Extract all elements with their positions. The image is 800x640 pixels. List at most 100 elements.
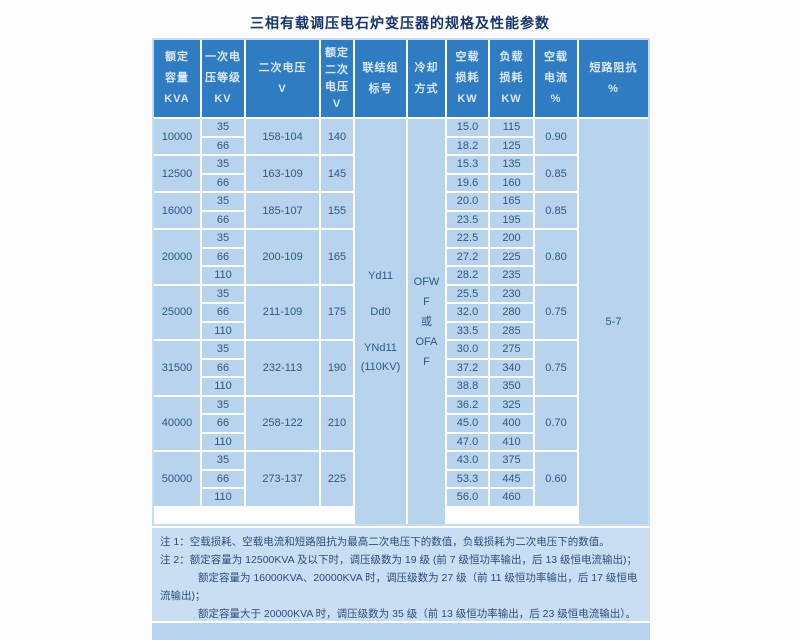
rated-voltage-cell: 190 (321, 341, 353, 395)
no-load-current-cell: 0.90 (535, 119, 577, 154)
notes-panel: 注 1：空载损耗、空载电流和短路阻抗为最高二次电压下的数值，负载损耗为二次电压下… (152, 528, 650, 640)
header-cell-2: 一次电 压等级 KV (202, 40, 244, 117)
header-line: 二次 (325, 63, 349, 76)
header-line: 方式 (414, 82, 439, 95)
load-loss-cell: 350 (490, 378, 533, 395)
secondary-voltage-cell: 258-122 (246, 396, 319, 450)
header-line: 空载 (544, 51, 568, 63)
note-line-3: 额定容量为 16000KVA、20000KVA 时，调压级数为 27 级（前 1… (198, 572, 638, 584)
load-loss-cell: 115 (490, 119, 533, 136)
rated-voltage-cell: 225 (321, 452, 353, 506)
header-cell-9: 空载 电流% (535, 40, 577, 117)
load-loss-cell: 160 (490, 174, 533, 191)
tap-cell: 66 (202, 415, 244, 432)
capacity-cell: 31500 (154, 341, 200, 395)
header-line: KW (501, 93, 522, 105)
rated-voltage-cell: 175 (321, 285, 353, 339)
no-load-current-cell: 0.75 (535, 341, 577, 395)
header-line: 损耗 (499, 72, 524, 84)
header-cell-4: 额定 二次 电压 V (321, 40, 353, 117)
no-load-loss-cell: 56.0 (447, 489, 488, 506)
secondary-voltage-cell: 211-109 (246, 285, 319, 339)
header-line: 压等级 (205, 72, 241, 84)
no-load-current-cell: 0.60 (535, 452, 577, 506)
rated-voltage-cell: 210 (321, 396, 353, 450)
load-loss-cell: 445 (490, 470, 533, 487)
tap-cell: 110 (202, 267, 244, 284)
connection-line: YNd11 (364, 341, 397, 354)
capacity-cell: 20000 (154, 230, 200, 284)
header-cell-6: 冷却 方式 (408, 40, 445, 117)
no-load-loss-cell: 23.5 (447, 211, 488, 228)
capacity-cell: 12500 (154, 156, 200, 191)
notes-bottom-strip (152, 623, 650, 640)
tap-cell: 110 (202, 322, 244, 339)
tap-cell: 35 (202, 119, 244, 136)
tap-cell: 66 (202, 248, 244, 265)
header-line: KW (457, 93, 478, 105)
no-load-loss-cell: 18.2 (447, 137, 488, 154)
spec-table: 额定 容量 KVA 一次电 压等级 KV 二次电压 V 额定 二次 电压 V 联结组 标号 冷却 方式 空载 损耗… (152, 38, 650, 526)
no-load-loss-cell: 37.2 (447, 359, 488, 376)
secondary-voltage-cell: 200-109 (246, 230, 319, 284)
load-loss-cell: 375 (490, 452, 533, 469)
rated-voltage-cell: 165 (321, 230, 353, 284)
header-cell-8: 负载损耗 KW (490, 40, 533, 117)
secondary-voltage-cell: 163-109 (246, 156, 319, 191)
tap-cell: 66 (202, 470, 244, 487)
capacity-cell: 25000 (154, 285, 200, 339)
no-load-loss-cell: 43.0 (447, 452, 488, 469)
no-load-loss-cell: 47.0 (447, 433, 488, 450)
load-loss-cell: 165 (490, 193, 533, 210)
rated-voltage-cell: 145 (321, 156, 353, 191)
note-line-4: 流输出)； (160, 590, 206, 602)
header-cell-3: 二次电压 V (246, 40, 319, 117)
cooling-line: OFA (415, 335, 438, 348)
no-load-loss-cell: 33.5 (447, 322, 488, 339)
load-loss-cell: 285 (490, 322, 533, 339)
tap-cell: 35 (202, 396, 244, 413)
header-line: V (332, 97, 342, 110)
note-line-5: 额定容量大于 20000KVA 时，调压级数为 35 级（前 13 级恒功率输出… (198, 608, 636, 620)
no-load-loss-cell: 32.0 (447, 304, 488, 321)
no-load-current-cell: 0.75 (535, 285, 577, 339)
secondary-voltage-cell: 232-113 (246, 341, 319, 395)
no-load-loss-cell: 36.2 (447, 396, 488, 413)
load-loss-cell: 410 (490, 433, 533, 450)
tap-cell: 35 (202, 193, 244, 210)
header-line: % (608, 82, 619, 95)
no-load-current-cell: 0.80 (535, 230, 577, 284)
cooling-cell: OFW F 或 OFA F (408, 119, 445, 524)
tap-cell: 66 (202, 304, 244, 321)
no-load-loss-cell: 25.5 (447, 285, 488, 302)
cooling-line: F (423, 295, 430, 308)
connection-cell: Yd11 Dd0 YNd11 (110KV) (355, 119, 406, 524)
header-cell-7: 空载 损耗 KW (447, 40, 488, 117)
load-loss-cell: 200 (490, 230, 533, 247)
header-line: 联结组 (362, 61, 399, 74)
no-load-loss-cell: 28.2 (447, 267, 488, 284)
no-load-loss-cell: 45.0 (447, 415, 488, 432)
header-line: 电流 (544, 72, 568, 84)
notes-divider (152, 621, 650, 623)
cooling-line: F (423, 355, 430, 368)
header-line: 短路阻抗 (589, 61, 638, 74)
connection-line: Dd0 (370, 305, 391, 318)
load-loss-cell: 325 (490, 396, 533, 413)
tap-cell: 110 (202, 378, 244, 395)
no-load-loss-cell: 53.3 (447, 470, 488, 487)
header-line: 负载 (499, 51, 524, 63)
header-cell-1: 额定 容量 KVA (154, 40, 200, 117)
notes-text: 注 1：空载损耗、空载电流和短路阻抗为最高二次电压下的数值，负载损耗为二次电压下… (152, 528, 650, 621)
load-loss-cell: 125 (490, 137, 533, 154)
no-load-loss-cell: 38.8 (447, 378, 488, 395)
tap-cell: 66 (202, 174, 244, 191)
no-load-loss-cell: 15.0 (447, 119, 488, 136)
secondary-voltage-cell: 273-137 (246, 452, 319, 506)
secondary-voltage-cell: 185-107 (246, 193, 319, 228)
header-line: 标号 (368, 82, 393, 95)
rated-voltage-cell: 140 (321, 119, 353, 154)
no-load-loss-cell: 20.0 (447, 193, 488, 210)
no-load-loss-cell: 30.0 (447, 341, 488, 358)
